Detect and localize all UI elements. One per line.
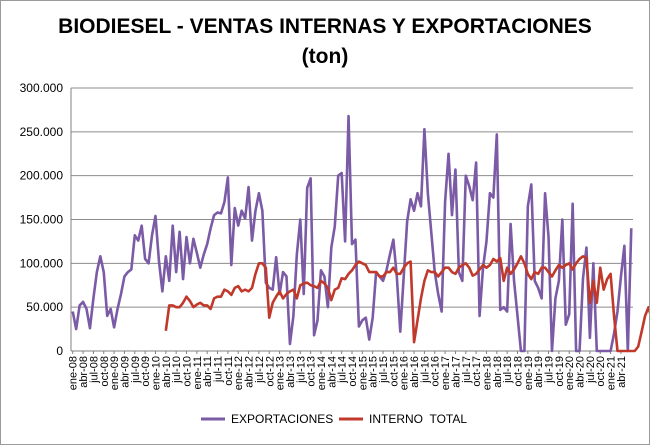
y-tick-label: 300.000 [20, 81, 64, 95]
y-tick-label: 250.000 [20, 125, 64, 139]
x-tick-label: jul-14 [337, 356, 349, 384]
x-tick-label: jul-11 [213, 356, 225, 383]
x-tick-label: abr-09 [119, 356, 131, 388]
y-tick-label: 200.000 [20, 169, 64, 183]
x-tick-label: oct-15 [388, 356, 400, 387]
x-tick-label: abr-21 [616, 356, 628, 388]
x-tick-label: jul-09 [130, 356, 142, 384]
y-tick-label: 100.000 [20, 256, 64, 270]
x-tick-label: ene-09 [109, 356, 121, 390]
chart-title: BIODIESEL - VENTAS INTERNAS Y EXPORTACIO… [58, 15, 592, 38]
x-tick-label: abr-13 [285, 356, 297, 388]
y-tick-label: 150.000 [20, 213, 64, 227]
y-tick-label: 50.000 [26, 300, 63, 314]
x-tick-label: abr-18 [492, 356, 504, 388]
x-tick-label: jul-15 [378, 356, 390, 384]
x-tick-label: ene-12 [233, 356, 245, 390]
chart-subtitle: (ton) [301, 45, 349, 68]
legend-label: EXPORTACIONES [231, 412, 333, 426]
x-tick-label: ene-18 [481, 356, 493, 390]
x-tick-label: oct-19 [554, 356, 566, 387]
x-tick-label: oct-17 [471, 356, 483, 387]
x-tick-label: oct-13 [306, 356, 318, 387]
x-tick-label: oct-08 [99, 356, 111, 387]
x-tick-label: jul-17 [461, 356, 473, 384]
x-tick-label: ene-11 [192, 356, 204, 389]
x-tick-label: oct-11 [223, 356, 235, 386]
x-tick-label: jul-10 [171, 356, 183, 384]
x-tick-label: ene-19 [523, 356, 535, 390]
x-tick-label: jul-18 [502, 356, 514, 384]
x-tick-label: jul-13 [295, 356, 307, 384]
x-tick-label: abr-11 [202, 356, 214, 387]
x-tick-label: ene-16 [399, 356, 411, 390]
x-tick-label: ene-10 [150, 356, 162, 390]
x-tick-label: abr-12 [244, 356, 256, 388]
x-tick-label: abr-16 [409, 356, 421, 388]
x-tick-label: abr-14 [326, 356, 338, 388]
x-tick-label: abr-19 [533, 356, 545, 388]
x-tick-label: oct-12 [264, 356, 276, 387]
x-tick-label: ene-17 [440, 356, 452, 390]
y-tick-label: 0 [56, 344, 63, 358]
series-line-exportaciones [71, 114, 633, 353]
x-tick-label: jul-08 [88, 356, 100, 384]
x-tick-label: oct-16 [430, 356, 442, 387]
x-tick-label: abr-15 [368, 356, 380, 388]
x-tick-label: oct-14 [347, 356, 359, 387]
x-tick-label: jul-19 [544, 356, 556, 384]
series-line-interno-total [164, 255, 649, 353]
x-tick-label: ene-21 [606, 356, 618, 390]
x-tick-label: ene-15 [357, 356, 369, 390]
x-tick-label: jul-12 [254, 356, 266, 384]
x-tick-label: abr-10 [161, 356, 173, 388]
x-tick-label: abr-20 [575, 356, 587, 388]
x-tick-label: jul-20 [585, 356, 597, 384]
x-tick-label: ene-08 [68, 356, 80, 390]
x-tick-label: abr-08 [78, 356, 90, 388]
legend-label: INTERNO TOTAL [369, 412, 467, 426]
x-tick-label: oct-09 [140, 356, 152, 387]
x-tick-label: ene-13 [275, 356, 287, 390]
x-tick-label: jul-16 [419, 356, 431, 384]
x-tick-label: abr-17 [450, 356, 462, 388]
x-tick-label: oct-18 [512, 356, 524, 387]
x-tick-label: ene-20 [564, 356, 576, 390]
x-tick-label: ene-14 [316, 356, 328, 390]
x-tick-label: oct-20 [595, 356, 607, 387]
x-tick-label: oct-10 [182, 356, 194, 387]
